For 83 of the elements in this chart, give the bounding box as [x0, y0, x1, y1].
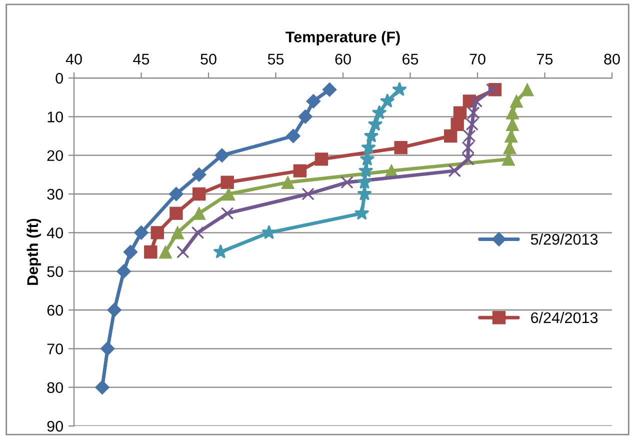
point [192, 206, 206, 220]
point [502, 152, 516, 166]
point [116, 264, 131, 279]
point [298, 109, 313, 124]
point [360, 151, 375, 166]
point [444, 129, 458, 143]
point [467, 106, 480, 120]
point [340, 176, 354, 189]
y-tick-label: 40 [46, 228, 63, 238]
point [123, 244, 138, 260]
x-tick-label: 80 [604, 54, 620, 65]
point [462, 141, 474, 154]
legend-label: 6/24/2013 [531, 312, 598, 324]
point [220, 206, 234, 220]
point [357, 174, 372, 189]
legend-label: 5/29/2013 [530, 234, 598, 245]
point [144, 245, 158, 259]
y-axis-title: Depth (ft) [26, 218, 42, 285]
point [466, 118, 479, 131]
point [302, 188, 314, 200]
point [463, 130, 476, 142]
y-tick-label: 0 [56, 72, 63, 84]
point [314, 152, 328, 166]
point [504, 129, 518, 143]
point [503, 141, 516, 154]
point [262, 224, 276, 240]
point [510, 94, 524, 108]
point [170, 226, 184, 240]
y-tick-label: 80 [47, 382, 63, 394]
point [306, 94, 321, 108]
point [107, 302, 122, 318]
y-tick-label: 10 [48, 112, 63, 122]
point [486, 83, 499, 96]
point [470, 94, 483, 108]
y-tick-label: 20 [47, 150, 63, 162]
point [394, 141, 408, 154]
x-tick-label: 75 [537, 54, 553, 65]
y-tick-label: 50 [47, 266, 63, 278]
point [134, 225, 148, 240]
point [214, 148, 230, 163]
point [364, 128, 379, 142]
point [293, 164, 307, 178]
point [392, 82, 407, 96]
x-tick-label: 65 [402, 54, 418, 65]
point [358, 163, 374, 178]
x-tick-label: 55 [268, 54, 284, 65]
point [170, 206, 183, 220]
point [462, 152, 474, 166]
point [322, 82, 337, 97]
point [361, 140, 376, 154]
point [506, 106, 520, 120]
x-axis-title: Temperature (F) [286, 31, 400, 46]
point [168, 186, 184, 202]
point [192, 187, 206, 201]
point [450, 118, 464, 131]
x-tick-label: 60 [335, 54, 351, 65]
point [100, 341, 115, 356]
point [286, 128, 300, 144]
point [191, 226, 204, 240]
y-tick-label: 70 [47, 344, 63, 354]
point [520, 83, 534, 96]
point [453, 106, 467, 120]
point [213, 244, 228, 258]
point [368, 116, 383, 131]
x-tick-label: 70 [470, 54, 486, 65]
y-tick-label: 60 [47, 304, 63, 316]
y-tick-label: 30 [47, 188, 63, 200]
x-tick-label: 45 [133, 54, 150, 65]
point [354, 206, 370, 220]
point [281, 176, 294, 189]
point [380, 93, 395, 108]
point [150, 226, 164, 240]
point [95, 380, 110, 395]
point [176, 246, 190, 258]
point [220, 176, 234, 189]
x-tick-label: 40 [66, 54, 82, 65]
point [372, 105, 387, 120]
x-tick-label: 50 [200, 54, 216, 65]
point [222, 187, 236, 201]
point [158, 245, 172, 259]
y-tick-label: 90 [47, 420, 63, 432]
point [448, 164, 462, 178]
point [192, 167, 206, 182]
